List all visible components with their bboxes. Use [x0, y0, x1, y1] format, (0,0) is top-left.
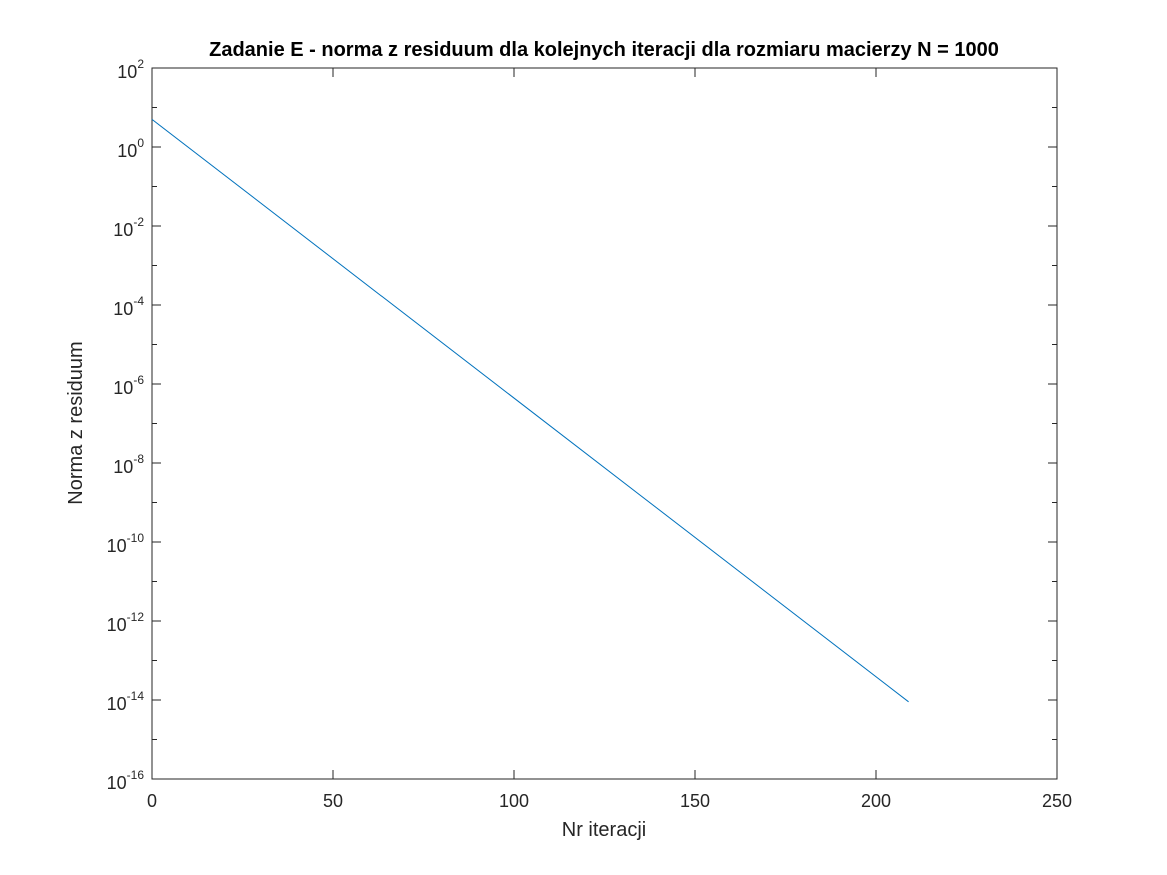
chart-title: Zadanie E - norma z residuum dla kolejny…	[209, 39, 999, 61]
y-tick-exponent: -14	[127, 689, 145, 703]
y-tick-label: 10-14	[107, 689, 145, 714]
y-tick-label: 100	[117, 136, 144, 161]
y-tick-base: 10	[107, 615, 127, 635]
y-tick-base: 10	[107, 773, 127, 793]
y-tick-base: 10	[113, 220, 133, 240]
y-tick-exponent: -12	[127, 610, 145, 624]
x-tick-label: 150	[680, 791, 710, 811]
x-tick-label: 100	[499, 791, 529, 811]
x-tick-label: 50	[323, 791, 343, 811]
y-tick-base: 10	[107, 536, 127, 556]
y-tick-exponent: -6	[133, 373, 144, 387]
x-tick-label: 250	[1042, 791, 1072, 811]
y-axis-label: Norma z residuum	[65, 341, 87, 504]
x-tick-label: 0	[147, 791, 157, 811]
x-axis-label: Nr iteracji	[562, 819, 646, 841]
y-tick-label: 10-12	[107, 610, 145, 635]
y-tick-exponent: 0	[137, 136, 144, 150]
y-tick-label: 10-8	[113, 452, 144, 477]
y-tick-exponent: 2	[137, 57, 144, 71]
y-tick-base: 10	[113, 299, 133, 319]
y-tick-label: 10-6	[113, 373, 144, 398]
x-tick-label: 200	[861, 791, 891, 811]
y-tick-base: 10	[107, 694, 127, 714]
y-tick-label: 10-4	[113, 294, 144, 319]
y-tick-label: 10-10	[107, 531, 145, 556]
y-tick-base: 10	[117, 62, 137, 82]
y-tick-label: 102	[117, 57, 144, 82]
series-line	[151, 118, 909, 703]
axes-box	[151, 67, 1058, 780]
y-tick-label: 10-16	[107, 768, 145, 793]
y-tick-exponent: -2	[133, 215, 144, 229]
y-tick-exponent: -10	[127, 531, 145, 545]
y-tick-exponent: -16	[127, 768, 145, 782]
y-tick-base: 10	[117, 141, 137, 161]
y-tick-base: 10	[113, 457, 133, 477]
plot-area: 0 50 100 150 200 25010-1610-1410-1210-1010-81…	[107, 57, 1072, 811]
y-tick-exponent: -8	[133, 452, 144, 466]
y-tick-exponent: -4	[133, 294, 144, 308]
y-tick-base: 10	[113, 378, 133, 398]
y-tick-label: 10-2	[113, 215, 144, 240]
